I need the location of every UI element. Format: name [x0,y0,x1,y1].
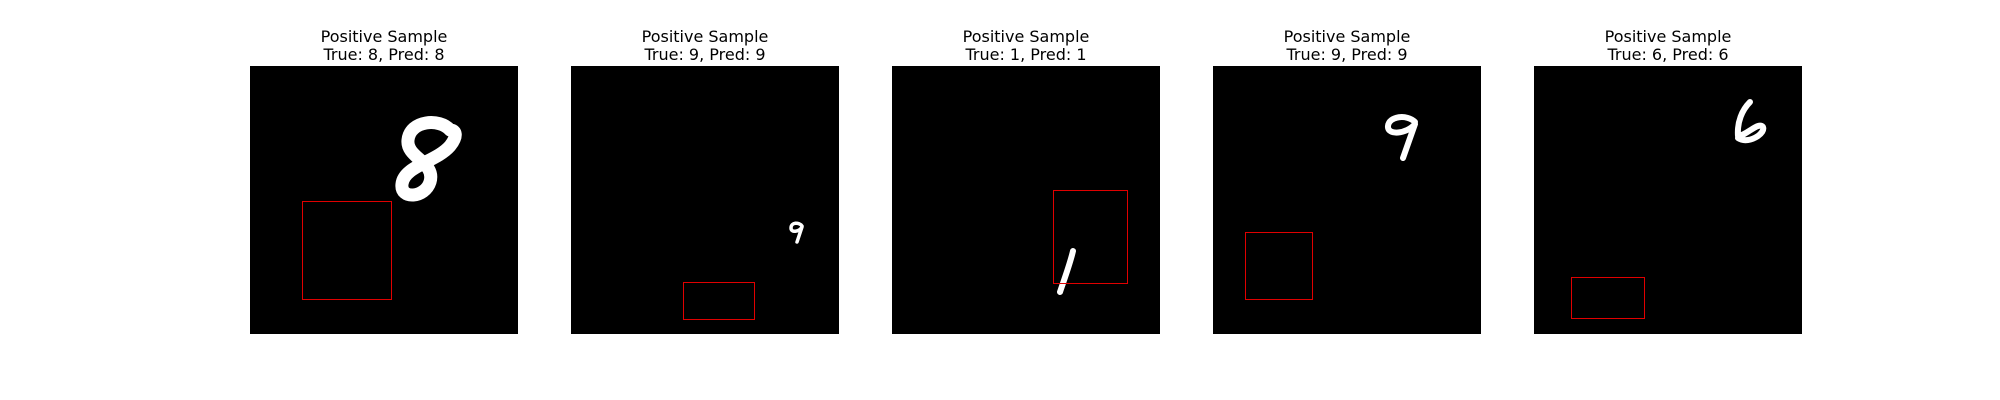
digit-9-stroke [1385,114,1418,161]
sample-panel-4: Positive Sample True: 9, Pred: 9 [1213,28,1481,334]
digit-image [892,66,1160,334]
detection-box [1245,232,1313,300]
digit-image [571,66,839,334]
panel-label: True: 6, Pred: 6 [1607,45,1729,64]
panel-title: Positive Sample True: 9, Pred: 9 [571,28,839,66]
panel-title: Positive Sample True: 1, Pred: 1 [892,28,1160,66]
panel-heading: Positive Sample [320,27,448,46]
panel-label: True: 8, Pred: 8 [323,45,445,64]
sample-panel-2: Positive Sample True: 9, Pred: 9 [571,28,839,334]
panel-title: Positive Sample True: 6, Pred: 6 [1534,28,1802,66]
panel-heading: Positive Sample [1604,27,1732,46]
digit-6-stroke [1734,99,1767,144]
sample-panel-3: Positive Sample True: 1, Pred: 1 [892,28,1160,334]
digit-image [1534,66,1802,334]
panel-heading: Positive Sample [641,27,769,46]
detection-box [1053,190,1128,284]
panel-heading: Positive Sample [962,27,1090,46]
digit-8-stroke [395,116,462,202]
digit-image [250,66,518,334]
panel-title: Positive Sample True: 9, Pred: 9 [1213,28,1481,66]
panel-label: True: 9, Pred: 9 [1286,45,1408,64]
detection-box [302,201,392,300]
sample-panel-1: Positive Sample True: 8, Pred: 8 [250,28,518,334]
sample-panel-5: Positive Sample True: 6, Pred: 6 [1534,28,1802,334]
digit-9-stroke [789,221,804,244]
panel-label: True: 1, Pred: 1 [965,45,1087,64]
digit-image [1213,66,1481,334]
panel-heading: Positive Sample [1283,27,1411,46]
digit-1-stroke [1057,248,1076,295]
detection-box [1571,277,1645,319]
detection-box [683,282,755,320]
panel-label: True: 9, Pred: 9 [644,45,766,64]
panel-title: Positive Sample True: 8, Pred: 8 [250,28,518,66]
